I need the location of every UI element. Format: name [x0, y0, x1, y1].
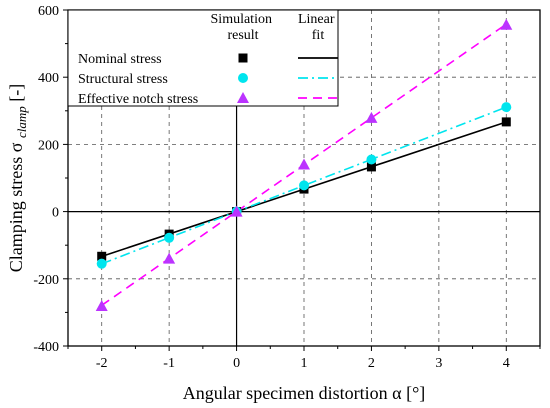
legend: Simulation result Linear fit Nominal str…	[67, 9, 339, 107]
data-point-1-5	[501, 102, 512, 113]
y-axis-label: Clamping stress σ clamp [-]	[6, 84, 29, 272]
data-point-1-3	[299, 180, 309, 191]
legend-marker-2	[237, 92, 249, 103]
tick-marks	[63, 9, 541, 351]
data-point-0-4	[366, 162, 376, 172]
fit-line-1	[101, 106, 507, 265]
legend-box	[67, 9, 339, 107]
data-point-1-0	[96, 258, 107, 269]
y-tick-label: -400	[33, 340, 59, 355]
legend-label-0: Nominal stress	[78, 52, 162, 67]
legend-header-lines: Linear fit	[298, 12, 338, 43]
legend-marker-1	[238, 73, 248, 83]
data-point-1-4	[366, 154, 377, 165]
y-tick-label: 200	[38, 138, 59, 153]
y-tick-label: 0	[52, 206, 59, 221]
tick-labels: -2 -1 0 1 2 3 4 -400 -200 0 200 400 600	[33, 4, 509, 371]
data-point-2-1	[163, 252, 176, 264]
legend-rows: Nominal stress Structural stress Effective…	[78, 52, 338, 107]
x-tick-label: 3	[435, 356, 442, 371]
data-point-2-2	[230, 205, 243, 217]
data-markers	[95, 18, 513, 312]
x-tick-label: 0	[233, 356, 240, 371]
data-point-1-1	[164, 232, 175, 243]
x-tick-label: -2	[96, 356, 108, 371]
data-point-2-5	[500, 18, 513, 30]
x-axis-label: Angular specimen distortion α [°]	[183, 383, 426, 403]
data-point-0-5	[501, 117, 511, 127]
x-tick-label: 1	[301, 356, 308, 371]
y-tick-label: 600	[38, 4, 59, 19]
legend-header-markers: Simulation result	[211, 12, 276, 43]
legend-marker-0	[238, 53, 248, 63]
y-tick-label: 400	[38, 71, 59, 86]
y-tick-label: -200	[33, 273, 59, 288]
data-point-2-4	[365, 111, 378, 123]
x-tick-label: 2	[368, 356, 375, 371]
data-point-2-3	[298, 158, 310, 170]
x-tick-label: -1	[163, 356, 175, 371]
legend-label-2: Effective notch stress	[78, 92, 198, 107]
x-tick-label: 4	[503, 356, 510, 371]
data-point-0-0	[97, 251, 107, 261]
data-point-2-0	[95, 300, 108, 312]
legend-label-1: Structural stress	[78, 72, 168, 87]
